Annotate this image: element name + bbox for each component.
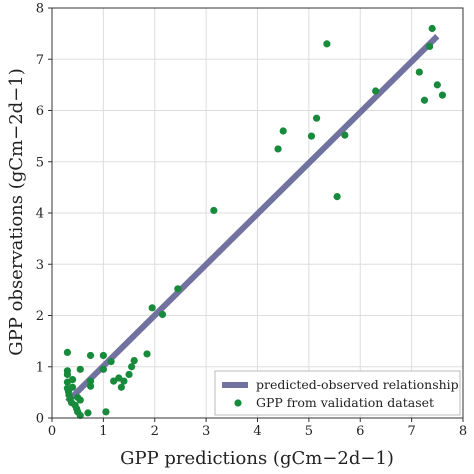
data-point <box>86 351 95 360</box>
data-point <box>128 363 136 371</box>
data-point <box>68 375 77 384</box>
data-point <box>125 370 133 379</box>
y-axis-ticks: 0 1 2 3 4 5 6 7 8 <box>36 2 52 427</box>
data-point <box>99 351 107 360</box>
data-point <box>372 87 380 95</box>
x-tick-label: 0 <box>48 424 56 439</box>
data-point <box>312 114 321 122</box>
data-point <box>76 411 84 420</box>
legend-label-line: predicted-observed relationship <box>256 377 459 392</box>
data-point <box>120 377 128 385</box>
legend-point-swatch <box>234 399 242 407</box>
series-layer <box>63 24 447 420</box>
x-tick-label: 7 <box>407 424 415 439</box>
data-point <box>415 68 423 76</box>
fit-line <box>65 34 440 404</box>
data-point <box>102 408 110 416</box>
data-point <box>438 91 447 99</box>
y-tick-label: 5 <box>36 155 44 170</box>
x-tick-label: 6 <box>356 424 364 439</box>
data-point <box>84 409 92 417</box>
y-tick-label: 6 <box>36 104 44 119</box>
data-point <box>210 206 218 215</box>
data-point <box>428 24 436 33</box>
data-point <box>86 377 95 385</box>
y-axis-title: GPP observations (gCm−2d−1) <box>6 68 27 355</box>
data-point <box>99 365 107 373</box>
legend: predicted-observed relationship GPP from… <box>214 370 461 416</box>
data-point <box>341 131 349 139</box>
plot-frame <box>51 7 464 419</box>
data-point <box>158 310 167 319</box>
data-point <box>148 304 156 312</box>
data-point <box>130 357 138 365</box>
y-tick-label: 3 <box>36 258 44 273</box>
data-point <box>426 42 434 51</box>
y-tick-label: 2 <box>36 309 44 324</box>
y-tick-label: 1 <box>36 360 44 375</box>
x-tick-label: 2 <box>151 424 159 439</box>
data-point <box>333 193 341 201</box>
data-point <box>76 365 84 373</box>
data-point <box>63 370 72 379</box>
data-point <box>279 127 287 135</box>
data-point <box>63 348 72 356</box>
x-tick-label: 4 <box>253 424 261 439</box>
data-point <box>274 145 282 153</box>
x-tick-label: 8 <box>459 424 467 439</box>
data-point <box>307 132 316 140</box>
data-point <box>117 383 125 391</box>
x-axis-title: GPP predictions (gCm−2d−1) <box>120 448 394 469</box>
x-tick-label: 5 <box>305 424 313 439</box>
legend-box <box>214 370 461 416</box>
y-tick-label: 0 <box>36 412 44 427</box>
legend-label-points: GPP from validation dataset <box>256 395 434 410</box>
data-point <box>420 96 429 104</box>
data-point <box>323 40 331 48</box>
data-point <box>107 358 115 366</box>
x-axis-ticks: 0 1 2 3 4 5 6 7 8 <box>48 418 467 439</box>
x-tick-label: 1 <box>99 424 107 439</box>
data-point <box>433 81 441 89</box>
data-point <box>174 285 182 293</box>
y-tick-label: 8 <box>36 2 44 17</box>
data-point <box>143 350 151 358</box>
y-tick-label: 7 <box>36 53 44 68</box>
data-point <box>68 383 77 391</box>
x-tick-label: 3 <box>202 424 210 439</box>
data-point <box>76 396 84 404</box>
data-point <box>86 382 95 390</box>
y-tick-label: 4 <box>36 207 44 222</box>
